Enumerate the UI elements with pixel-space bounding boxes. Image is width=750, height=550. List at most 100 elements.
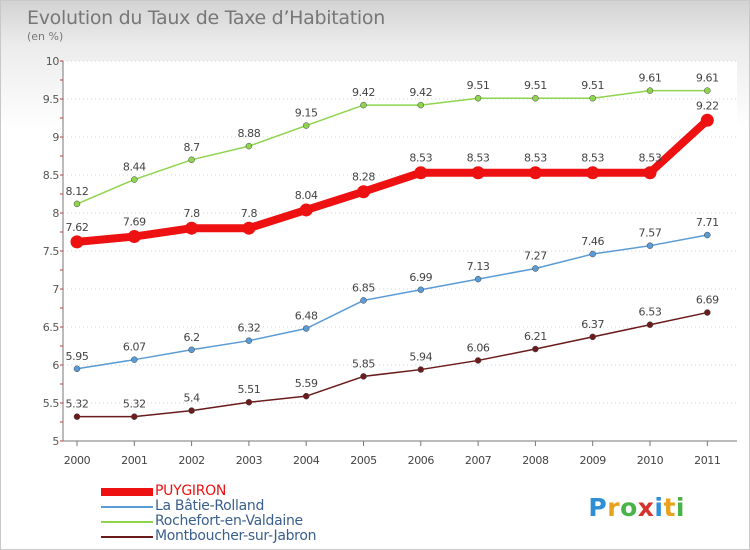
data-point xyxy=(417,286,425,294)
data-point xyxy=(299,203,313,217)
x-tick-label: 2005 xyxy=(350,454,377,467)
data-point xyxy=(474,94,482,102)
series-0: 7.62 7.69 7.8 7.8 8.04 8.28 8.53 8.53 8.53 8.53 8.… xyxy=(66,99,719,249)
data-point xyxy=(245,142,253,150)
chart-subtitle: (en %) xyxy=(27,30,64,43)
data-label: 8.44 xyxy=(123,161,146,174)
data-point xyxy=(417,366,425,373)
y-tick-label: 10 xyxy=(46,55,60,68)
series-3: 5.32 5.32 5.4 5.51 5.59 5.85 5.94 6.06 6.21 6.37 6… xyxy=(66,294,720,420)
data-point xyxy=(73,365,81,373)
data-label: 7.13 xyxy=(467,260,490,273)
data-label: 5.32 xyxy=(123,398,146,411)
series-line xyxy=(76,311,709,418)
data-point xyxy=(188,346,195,354)
data-label: 9.15 xyxy=(295,107,318,120)
data-point xyxy=(417,101,425,109)
y-tick-label: 6.5 xyxy=(43,321,60,334)
data-label: 8.04 xyxy=(295,189,318,202)
data-label: 9.42 xyxy=(409,86,432,99)
proxiti-logo: Proxiti xyxy=(588,493,685,522)
legend-swatch xyxy=(101,536,153,538)
data-point xyxy=(589,94,596,102)
data-label: 6.53 xyxy=(639,306,662,319)
x-tick-label: 2007 xyxy=(465,454,492,467)
logo-letter: x xyxy=(637,493,655,522)
y-tick-label: 8 xyxy=(52,207,59,220)
data-label: 6.69 xyxy=(696,294,719,307)
data-label: 8.53 xyxy=(524,152,547,165)
y-tick-label: 8.5 xyxy=(43,169,60,182)
logo-letter: o xyxy=(620,493,638,522)
data-label: 6.2 xyxy=(183,331,199,344)
data-point xyxy=(532,94,539,102)
data-point xyxy=(127,230,141,244)
legend-label: Rochefort-en-Valdaine xyxy=(155,513,303,529)
data-point xyxy=(357,185,370,199)
data-label: 7.46 xyxy=(581,235,604,248)
data-label: 8.53 xyxy=(639,152,662,165)
data-point xyxy=(360,101,367,109)
data-label: 6.99 xyxy=(409,271,432,284)
data-label: 9.51 xyxy=(524,79,547,92)
legend-item: PUYGIRON xyxy=(101,483,401,499)
data-point xyxy=(589,250,596,258)
data-point xyxy=(131,413,138,420)
data-label: 9.42 xyxy=(352,86,375,99)
data-point xyxy=(704,309,711,316)
data-point xyxy=(589,333,596,341)
x-tick-label: 2009 xyxy=(579,454,606,467)
data-label: 8.53 xyxy=(581,152,604,165)
data-point xyxy=(245,398,253,406)
x-tick-label: 2003 xyxy=(236,454,263,467)
x-tick-label: 2001 xyxy=(121,454,147,467)
data-label: 8.53 xyxy=(409,152,432,165)
data-label: 7.27 xyxy=(524,249,547,262)
legend-label: Montboucher-sur-Jabron xyxy=(155,528,317,544)
data-label: 6.06 xyxy=(467,341,490,354)
data-label: 5.32 xyxy=(66,398,89,411)
data-point xyxy=(185,221,199,235)
data-label: 9.61 xyxy=(639,72,662,85)
data-label: 7.8 xyxy=(241,207,258,220)
logo-letter: P xyxy=(588,493,608,522)
data-point xyxy=(474,275,482,283)
series-line xyxy=(76,234,709,370)
data-label: 8.7 xyxy=(183,141,200,154)
y-tick-label: 5 xyxy=(52,435,59,448)
data-point xyxy=(704,87,711,94)
y-tick-label: 7 xyxy=(52,283,59,296)
data-label: 9.51 xyxy=(581,79,604,92)
legend-item: La Bâtie-Rolland xyxy=(101,498,401,514)
data-label: 8.88 xyxy=(237,127,260,140)
x-tick-label: 2010 xyxy=(637,454,664,467)
x-tick-label: 2008 xyxy=(522,454,549,467)
y-tick-label: 5.5 xyxy=(43,397,60,410)
legend-label: La Bâtie-Rolland xyxy=(155,498,265,514)
data-point xyxy=(131,176,138,183)
data-point xyxy=(360,373,367,380)
series-2: 8.12 8.44 8.7 8.88 9.15 9.42 9.42 9.51 9.51 9.51 9… xyxy=(66,72,719,208)
data-point xyxy=(73,413,81,420)
legend-item: Montboucher-sur-Jabron xyxy=(101,528,401,544)
data-label: 5.95 xyxy=(66,350,89,363)
data-label: 9.61 xyxy=(696,72,719,85)
data-label: 5.94 xyxy=(409,351,432,364)
data-label: 7.62 xyxy=(66,221,89,234)
data-label: 6.32 xyxy=(237,322,260,335)
data-point xyxy=(528,166,542,180)
y-tick-label: 9 xyxy=(52,131,59,144)
data-label: 5.4 xyxy=(183,392,200,405)
chart-title: Evolution du Taux de Taxe d’Habitation xyxy=(27,7,385,29)
data-point xyxy=(302,122,310,129)
logo-letter: i xyxy=(675,493,685,522)
x-tick-label: 2000 xyxy=(64,454,91,467)
data-label: 6.48 xyxy=(295,310,318,323)
data-point xyxy=(360,297,367,304)
logo-letter: i xyxy=(654,493,664,522)
data-point xyxy=(586,166,600,180)
data-point xyxy=(73,200,81,208)
data-point xyxy=(700,113,714,127)
